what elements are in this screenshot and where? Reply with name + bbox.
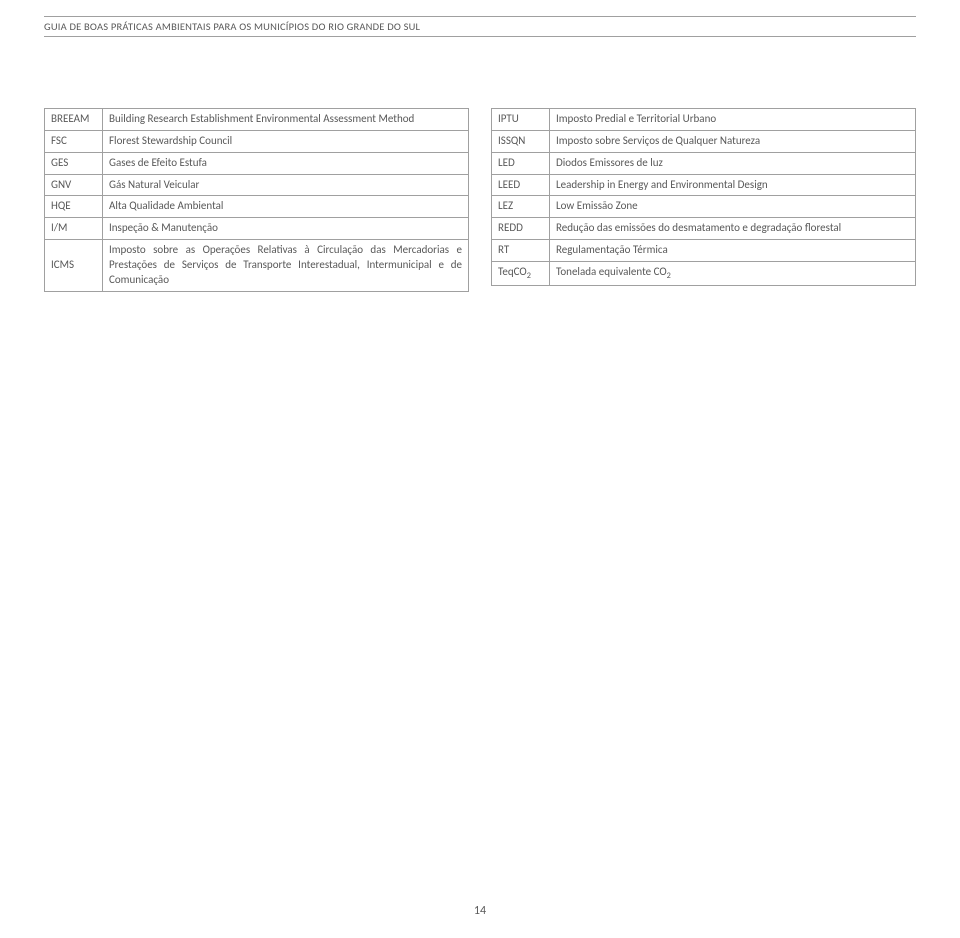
table-row: I/MInspeção & Manutenção: [45, 218, 469, 240]
abbr-cell: RT: [492, 240, 550, 262]
header-title: GUIA DE BOAS PRÁTICAS AMBIENTAIS PARA OS…: [44, 20, 420, 33]
abbr-cell: LEED: [492, 174, 550, 196]
abbr-cell: REDD: [492, 218, 550, 240]
abbr-cell: LED: [492, 152, 550, 174]
definition-cell: Leadership in Energy and Environmental D…: [550, 174, 916, 196]
table-row: BREEAMBuilding Research Establishment En…: [45, 109, 469, 131]
abbreviations-table-left: BREEAMBuilding Research Establishment En…: [44, 108, 469, 292]
definition-cell: Tonelada equivalente CO2: [550, 261, 916, 285]
abbr-cell: HQE: [45, 196, 103, 218]
abbr-cell: ICMS: [45, 240, 103, 292]
definition-cell: Florest Stewardship Council: [103, 130, 469, 152]
abbr-cell: FSC: [45, 130, 103, 152]
definition-cell: Low Emissão Zone: [550, 196, 916, 218]
table-row: GNVGás Natural Veicular: [45, 174, 469, 196]
table-row: HQEAlta Qualidade Ambiental: [45, 196, 469, 218]
abbreviations-table-right: IPTUImposto Predial e Territorial Urbano…: [491, 108, 916, 286]
table-row: TeqCO2Tonelada equivalente CO2: [492, 261, 916, 285]
definition-cell: Redução das emissões do desmatamento e d…: [550, 218, 916, 240]
definition-cell: Regulamentação Térmica: [550, 240, 916, 262]
abbr-cell: ISSQN: [492, 130, 550, 152]
document-header: GUIA DE BOAS PRÁTICAS AMBIENTAIS PARA OS…: [44, 16, 916, 37]
table-row: GESGases de Efeito Estufa: [45, 152, 469, 174]
definition-cell: Alta Qualidade Ambiental: [103, 196, 469, 218]
table-row: LEZLow Emissão Zone: [492, 196, 916, 218]
abbr-cell: BREEAM: [45, 109, 103, 131]
table-row: RTRegulamentação Térmica: [492, 240, 916, 262]
definition-cell: Imposto Predial e Territorial Urbano: [550, 109, 916, 131]
abbr-cell: GES: [45, 152, 103, 174]
definition-cell: Building Research Establishment Environm…: [103, 109, 469, 131]
abbr-cell: TeqCO2: [492, 261, 550, 285]
definition-cell: Imposto sobre as Operações Relativas à C…: [103, 240, 469, 292]
table-row: LEEDLeadership in Energy and Environment…: [492, 174, 916, 196]
page-number: 14: [0, 904, 960, 918]
table-row: REDDRedução das emissões do desmatamento…: [492, 218, 916, 240]
definition-cell: Gás Natural Veicular: [103, 174, 469, 196]
definition-cell: Gases de Efeito Estufa: [103, 152, 469, 174]
table-row: ICMSImposto sobre as Operações Relativas…: [45, 240, 469, 292]
table-row: ISSQNImposto sobre Serviços de Qualquer …: [492, 130, 916, 152]
definition-cell: Inspeção & Manutenção: [103, 218, 469, 240]
right-column: IPTUImposto Predial e Territorial Urbano…: [491, 108, 916, 292]
abbr-cell: I/M: [45, 218, 103, 240]
abbr-cell: LEZ: [492, 196, 550, 218]
abbr-cell: GNV: [45, 174, 103, 196]
table-row: FSCFlorest Stewardship Council: [45, 130, 469, 152]
left-column: BREEAMBuilding Research Establishment En…: [44, 108, 469, 292]
content-area: BREEAMBuilding Research Establishment En…: [44, 108, 916, 292]
definition-cell: Imposto sobre Serviços de Qualquer Natur…: [550, 130, 916, 152]
table-row: LEDDiodos Emissores de luz: [492, 152, 916, 174]
abbr-cell: IPTU: [492, 109, 550, 131]
table-row: IPTUImposto Predial e Territorial Urbano: [492, 109, 916, 131]
definition-cell: Diodos Emissores de luz: [550, 152, 916, 174]
